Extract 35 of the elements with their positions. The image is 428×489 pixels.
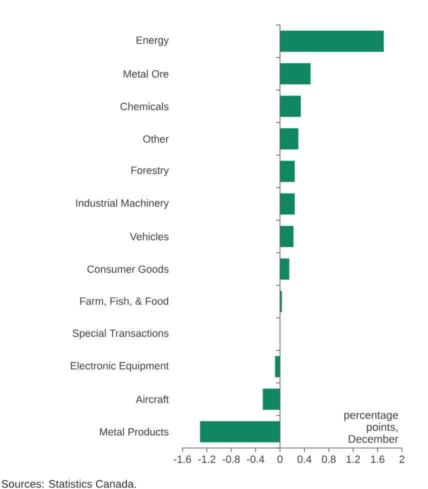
y-tick-label: Energy bbox=[136, 36, 169, 46]
annotation: percentage points, December bbox=[344, 412, 398, 443]
y-tick-label: Consumer Goods bbox=[87, 265, 168, 273]
x-tick-label: -1.6 bbox=[174, 456, 191, 463]
y-tick-label: Chemicals bbox=[120, 102, 168, 110]
y-tick-label: Farm, Fish, & Food bbox=[80, 297, 168, 306]
x-tick-label: -1.2 bbox=[198, 456, 216, 463]
bar bbox=[262, 388, 280, 410]
bar bbox=[280, 258, 290, 280]
bar bbox=[200, 421, 280, 442]
x-tick-label: 0.4 bbox=[298, 456, 312, 463]
y-tick-label: Electronic Equipment bbox=[70, 362, 169, 372]
x-tick-label: -0.8 bbox=[222, 456, 240, 463]
bar bbox=[280, 96, 301, 118]
source-note: Sources: Statistics Canada. bbox=[2, 480, 136, 488]
x-tick-label: -0.4 bbox=[247, 456, 264, 463]
y-tick-label: Metal Ore bbox=[124, 70, 168, 78]
y-tick-label: Aircraft bbox=[136, 395, 169, 404]
y-tick-label: Vehicles bbox=[130, 232, 168, 240]
x-tick-label: 1.6 bbox=[371, 456, 384, 463]
bar bbox=[280, 128, 298, 150]
x-tick-label: 2 bbox=[400, 456, 404, 463]
bar bbox=[280, 193, 295, 215]
x-tick-label: 1.2 bbox=[346, 456, 360, 463]
y-tick-label: Special Transactions bbox=[72, 329, 168, 339]
bar bbox=[280, 30, 384, 52]
y-tick-label: Other bbox=[143, 135, 169, 143]
y-tick-label: Metal Products bbox=[100, 428, 168, 436]
y-tick-label: Forestry bbox=[131, 166, 169, 176]
y-tick-label: Industrial Machinery bbox=[76, 199, 169, 209]
bar bbox=[280, 160, 295, 182]
bar bbox=[280, 63, 311, 85]
x-tick-label: 0.8 bbox=[322, 456, 336, 463]
bar bbox=[280, 226, 294, 248]
x-tick-label: 0 bbox=[277, 456, 282, 463]
